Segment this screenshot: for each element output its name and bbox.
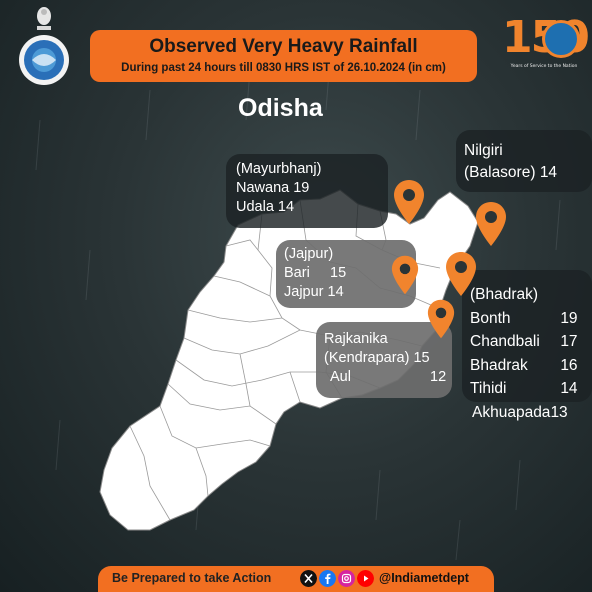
- kendrapara-district: (Kendrapara): [324, 350, 410, 366]
- map-pin-icon: [394, 180, 424, 224]
- station-name: Udala: [236, 199, 274, 215]
- x-icon[interactable]: [300, 570, 317, 587]
- bhadrak-rainfall-box: (Bhadrak) Bonth 19 Chandbali 17 Bhadrak …: [462, 270, 592, 402]
- map-pin-icon: [427, 299, 455, 339]
- map-pin-icon: [476, 202, 506, 246]
- station-value: 12: [430, 369, 447, 385]
- station-value: 17: [560, 333, 578, 350]
- station-row: Tihidi 14: [470, 377, 592, 401]
- kendrapara-rainfall-box: Rajkanika (Kendrapara) 15 Aul 12: [316, 322, 452, 398]
- globe-icon: [542, 20, 580, 58]
- nilgiri-station: Nilgiri: [464, 142, 503, 159]
- youtube-icon[interactable]: [357, 570, 374, 587]
- station-row: Nawana 19: [236, 179, 388, 198]
- banner-title: Observed Very Heavy Rainfall: [149, 36, 418, 57]
- mayurbhanj-district: (Mayurbhanj): [236, 161, 322, 177]
- station-row: Bonth 19: [470, 307, 592, 331]
- map-pin-icon: [391, 255, 419, 295]
- station-value: 13: [550, 404, 568, 421]
- station-row: Akhuapada13: [472, 404, 568, 422]
- banner-subtitle: During past 24 hours till 0830 HRS IST o…: [121, 62, 446, 74]
- station-row: Chandbali 17: [470, 330, 592, 354]
- station-name: Bhadrak: [470, 356, 528, 374]
- station-value: 14: [539, 164, 558, 181]
- ashoka-emblem-icon: [37, 7, 51, 30]
- station-value: 14: [277, 199, 295, 215]
- station-row: Jajpur 14: [284, 283, 416, 302]
- station-name: Nawana: [236, 180, 290, 196]
- station-row: Aul 12: [324, 368, 452, 387]
- nilgiri-rainfall-box: Nilgiri (Balasore) 14: [456, 130, 592, 192]
- station-value: 14: [327, 284, 344, 300]
- nilgiri-district: (Balasore): [464, 164, 536, 181]
- social-handle-link[interactable]: @Indiametdept: [379, 571, 469, 585]
- station-row: Bhadrak 16: [470, 354, 592, 378]
- kendrapara-station: Rajkanika: [324, 331, 388, 347]
- station-value: 16: [560, 356, 578, 374]
- station-name: Jajpur: [284, 284, 324, 300]
- station-name: Aul: [330, 369, 351, 385]
- mayurbhanj-rainfall-box: (Mayurbhanj) Nawana 19 Udala 14: [226, 154, 388, 228]
- station-name: Bonth: [470, 309, 511, 327]
- station-name: Akhuapada: [472, 404, 551, 421]
- station-name: Chandbali: [470, 333, 540, 350]
- map-pin-icon: [446, 252, 476, 296]
- bhadrak-district: (Bhadrak): [470, 286, 539, 303]
- state-title: Odisha: [238, 94, 323, 122]
- station-value: 15: [330, 265, 347, 281]
- footer-cta: Be Prepared to take Action: [112, 571, 272, 585]
- jajpur-rainfall-box: (Jajpur) Bari 15 Jajpur 14: [276, 240, 416, 308]
- instagram-icon[interactable]: [338, 570, 355, 587]
- jajpur-district: (Jajpur): [284, 246, 334, 262]
- title-banner: Observed Very Heavy Rainfall During past…: [90, 30, 477, 82]
- imd-150-years-logo: 150 Years of Service to the Nation: [502, 14, 590, 76]
- logo-150-tagline: Years of Service to the Nation: [510, 64, 578, 69]
- station-row: Bari 15: [284, 264, 416, 283]
- imd-logo-icon: [19, 35, 69, 85]
- station-value: 19: [560, 309, 578, 327]
- station-name: Bari: [284, 265, 310, 281]
- station-row: (Balasore) 14: [464, 162, 592, 184]
- facebook-icon[interactable]: [319, 570, 336, 587]
- station-value: 19: [293, 180, 310, 196]
- station-value: 15: [413, 350, 430, 366]
- station-row: Udala 14: [236, 198, 388, 217]
- footer-bar: Be Prepared to take Action @Indiametdept: [98, 566, 494, 592]
- station-row: (Kendrapara) 15: [324, 349, 452, 368]
- station-name: Tihidi: [470, 380, 507, 397]
- station-value: 14: [560, 380, 578, 397]
